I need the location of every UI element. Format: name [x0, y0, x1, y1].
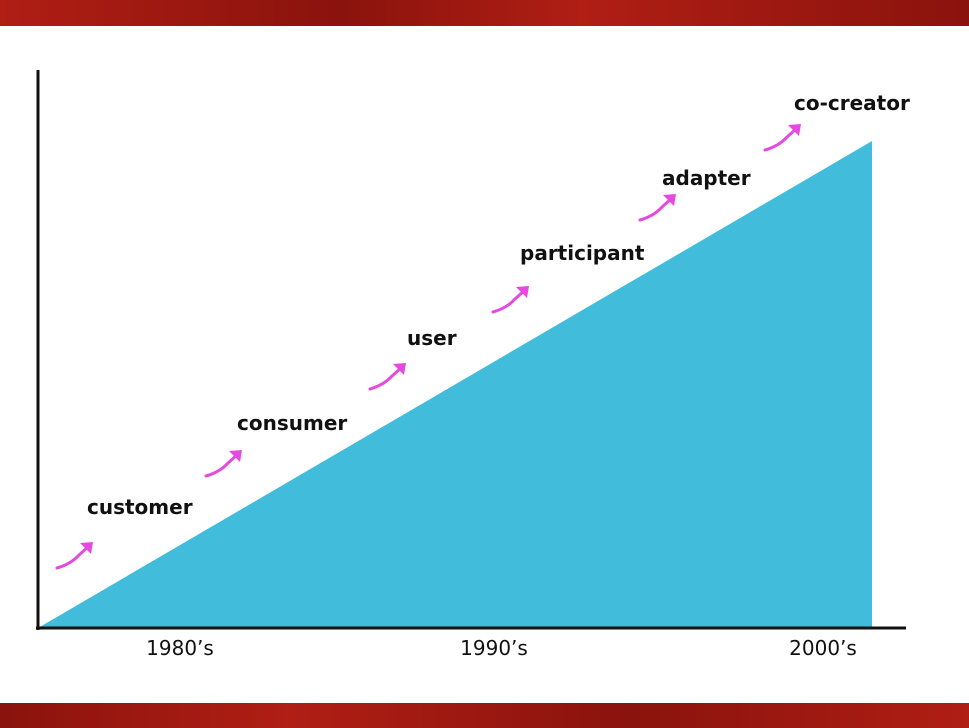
stage-label-adapter: adapter	[662, 166, 751, 190]
x-tick-2000s: 2000’s	[789, 636, 857, 660]
bottom-red-band	[0, 703, 969, 728]
arrow-to-co-creator-curved-arrow-icon	[763, 124, 801, 152]
x-tick-1990s: 1990’s	[460, 636, 528, 660]
stage-label-co-creator: co-creator	[794, 91, 910, 115]
top-red-band	[0, 0, 969, 26]
stage-label-customer: customer	[87, 495, 193, 519]
arrow-to-consumer-curved-arrow-icon	[204, 450, 242, 478]
growth-area	[38, 141, 872, 628]
arrow-to-customer-curved-arrow-icon	[55, 542, 93, 570]
arrow-to-participant-curved-arrow-icon	[491, 286, 529, 314]
x-tick-1980s: 1980’s	[146, 636, 214, 660]
arrow-to-user-curved-arrow-icon	[368, 363, 406, 391]
stage-label-participant: participant	[520, 241, 645, 265]
arrow-to-adapter-curved-arrow-icon	[638, 194, 676, 222]
stage-label-consumer: consumer	[237, 411, 347, 435]
stage-label-user: user	[407, 326, 457, 350]
